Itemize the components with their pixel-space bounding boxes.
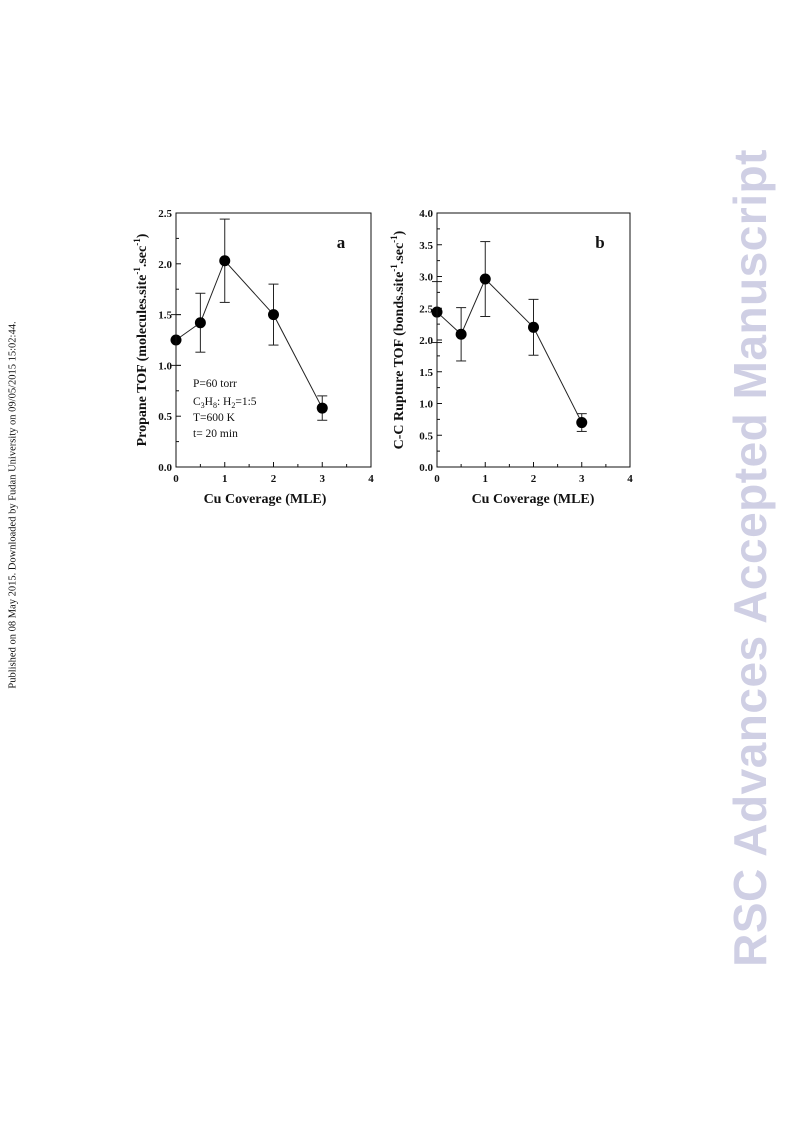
- chart-panel-a: 0 1 2 3 4 0.0 0.5 1.0 1.5 2.0 2.5 a Cu Coverage (M…: [132, 208, 374, 507]
- annotation-temperature: T=600 K: [193, 412, 236, 424]
- panel-a-y-tick-label: 0.0: [158, 462, 172, 474]
- panel-b-y-tick-label: 2.0: [419, 335, 433, 347]
- panel-b-y-tick-label: 4.0: [419, 208, 433, 220]
- panel-b-y-tick-label: 1.0: [419, 399, 433, 411]
- panel-b-y-tick-label: 0.0: [419, 462, 433, 474]
- panel-b-series-line: [436, 278, 583, 423]
- panel-b-y-axis-title: C-C Rupture TOF (bonds.site-1.sec-1): [389, 230, 407, 449]
- panel-a-y-tick-label: 2.0: [158, 259, 172, 271]
- panel-b-x-tick-label: 2: [531, 473, 537, 485]
- panel-b-marks: 0 1 2 3 4 0.0 0.5 1.0 1.5 2.0 2.5 3.0 3.5 4.0: [419, 208, 633, 485]
- panel-b-y-tick-label: 2.5: [419, 303, 433, 315]
- panel-a-conditions-annotation: P=60 torr C3H8: H2=1:5 T=600 K t= 20 min: [193, 378, 257, 440]
- panel-b-x-tick-label: 1: [483, 473, 489, 485]
- panel-a-y-tick-label: 0.5: [158, 411, 172, 423]
- panel-a-y-tick-label: 1.5: [158, 310, 172, 322]
- panel-b-data-point: [455, 328, 467, 340]
- panel-b-plot-frame: [436, 212, 631, 468]
- panel-a-plot-frame: [175, 212, 372, 468]
- panel-a-y-tick-label: 1.0: [158, 360, 172, 372]
- panel-a-y-tick-label: 2.5: [158, 208, 172, 220]
- panel-b-data-point: [576, 417, 588, 429]
- panel-a-data-point: [194, 317, 206, 329]
- annotation-gas-ratio: C3H8: H2=1:5: [193, 396, 257, 410]
- panel-b-x-axis-title: Cu Coverage (MLE): [472, 492, 595, 507]
- panel-a-data-point: [316, 402, 328, 414]
- panel-b-y-tick-label: 3.0: [419, 272, 433, 284]
- panel-a-y-axis-title: Propane TOF (molecules.site-1.sec-1): [132, 233, 150, 446]
- panel-b-y-tick-label: 1.5: [419, 367, 433, 379]
- panel-b-y-tick-label: 3.5: [419, 240, 433, 252]
- panel-a-data-point: [268, 309, 279, 321]
- panel-b-data-point: [479, 273, 491, 285]
- panel-a-x-axis-title: Cu Coverage (MLE): [204, 492, 327, 507]
- panel-a-x-tick-label: 3: [320, 473, 326, 485]
- panel-b-y-tick-label: 0.5: [419, 430, 433, 442]
- panel-b-x-tick-label: 0: [434, 473, 440, 485]
- panel-b-x-tick-label: 3: [579, 473, 585, 485]
- annotation-time: t= 20 min: [193, 428, 238, 440]
- panel-a-marks: 0 1 2 3 4 0.0 0.5 1.0 1.5 2.0 2.5: [158, 208, 374, 485]
- chart-panel-b: 0 1 2 3 4 0.0 0.5 1.0 1.5 2.0 2.5 3.0 3.5 4.0 b Cu Co…: [389, 208, 633, 507]
- panel-a-letter: a: [337, 233, 346, 252]
- annotation-pressure: P=60 torr: [193, 378, 237, 390]
- panel-a-x-tick-label: 2: [271, 473, 277, 485]
- panel-a-x-tick-label: 4: [368, 473, 374, 485]
- panel-a-data-point: [219, 255, 231, 267]
- panel-b-data-point: [528, 321, 539, 333]
- panel-b-x-tick-label: 4: [627, 473, 633, 485]
- panel-b-letter: b: [595, 233, 604, 252]
- panel-a-x-tick-label: 0: [173, 473, 179, 485]
- panel-a-x-tick-label: 1: [222, 473, 228, 485]
